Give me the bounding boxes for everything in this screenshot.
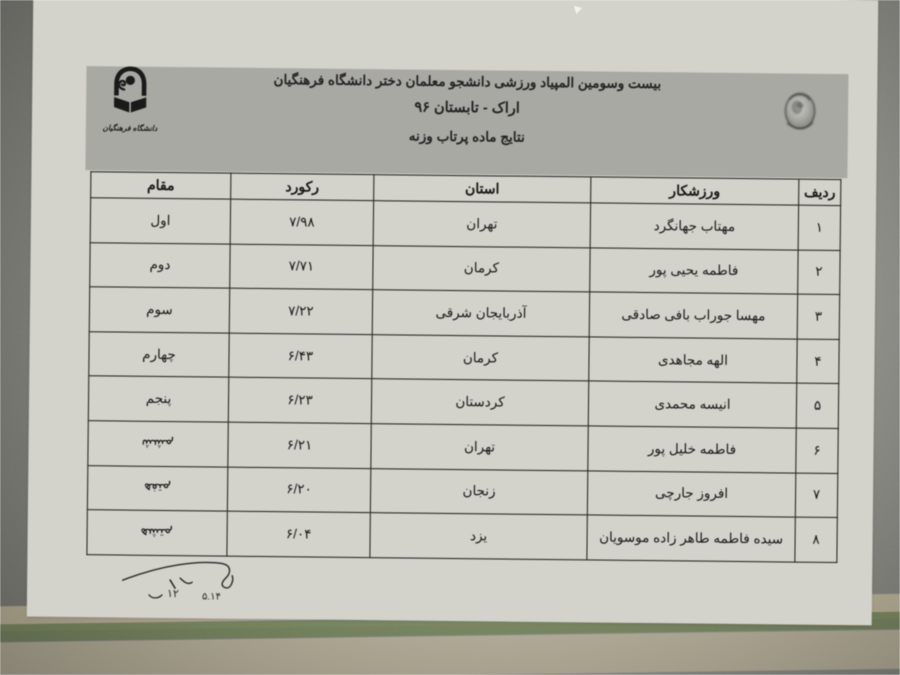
svg-text:۵.۱۴: ۵.۱۴ — [202, 591, 221, 602]
svg-text:۱۲: ۱۲ — [167, 588, 179, 600]
